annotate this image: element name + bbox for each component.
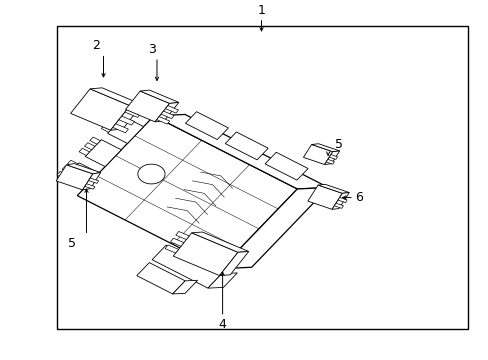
Polygon shape	[82, 172, 101, 190]
Polygon shape	[152, 245, 222, 288]
Polygon shape	[106, 120, 117, 127]
Bar	[57, 26, 467, 329]
Polygon shape	[119, 116, 134, 125]
Text: 6: 6	[355, 191, 363, 204]
Polygon shape	[331, 193, 348, 209]
Polygon shape	[107, 117, 143, 143]
Polygon shape	[161, 111, 174, 118]
Polygon shape	[77, 116, 297, 269]
Polygon shape	[137, 262, 185, 294]
Polygon shape	[125, 108, 140, 117]
Polygon shape	[220, 188, 328, 269]
Polygon shape	[173, 233, 238, 276]
Polygon shape	[325, 159, 334, 164]
Polygon shape	[88, 178, 99, 183]
Polygon shape	[337, 198, 346, 203]
Polygon shape	[125, 91, 169, 122]
Polygon shape	[90, 137, 100, 144]
Polygon shape	[56, 165, 93, 190]
Polygon shape	[154, 114, 328, 189]
Polygon shape	[113, 124, 128, 133]
Polygon shape	[90, 88, 142, 106]
Text: 2: 2	[92, 40, 100, 53]
Polygon shape	[84, 143, 95, 150]
Polygon shape	[307, 185, 342, 209]
Polygon shape	[79, 148, 89, 156]
Polygon shape	[328, 154, 337, 159]
Polygon shape	[67, 160, 78, 167]
Polygon shape	[264, 152, 307, 180]
Polygon shape	[85, 184, 95, 189]
Polygon shape	[70, 89, 130, 130]
Polygon shape	[225, 132, 268, 160]
Polygon shape	[191, 232, 248, 252]
Polygon shape	[324, 151, 339, 165]
Text: 5: 5	[68, 237, 76, 249]
Polygon shape	[170, 238, 183, 246]
Polygon shape	[101, 125, 112, 132]
Polygon shape	[63, 163, 99, 190]
Text: 4: 4	[218, 318, 226, 331]
Polygon shape	[140, 90, 179, 103]
Polygon shape	[155, 102, 179, 122]
Polygon shape	[219, 252, 248, 276]
Polygon shape	[176, 231, 189, 239]
Polygon shape	[85, 140, 121, 167]
Polygon shape	[66, 163, 101, 174]
Polygon shape	[185, 112, 228, 140]
Polygon shape	[165, 105, 178, 113]
Polygon shape	[172, 280, 197, 294]
Polygon shape	[165, 245, 178, 253]
Polygon shape	[303, 144, 332, 165]
Polygon shape	[138, 164, 165, 184]
Polygon shape	[112, 114, 122, 121]
Polygon shape	[318, 184, 348, 193]
Polygon shape	[207, 273, 237, 288]
Polygon shape	[157, 117, 169, 124]
Polygon shape	[311, 144, 339, 152]
Polygon shape	[334, 203, 343, 208]
Text: 3: 3	[148, 43, 156, 56]
Polygon shape	[57, 171, 67, 179]
Polygon shape	[110, 105, 142, 130]
Text: 5: 5	[335, 138, 343, 150]
Polygon shape	[62, 166, 73, 173]
Text: 1: 1	[257, 4, 265, 17]
